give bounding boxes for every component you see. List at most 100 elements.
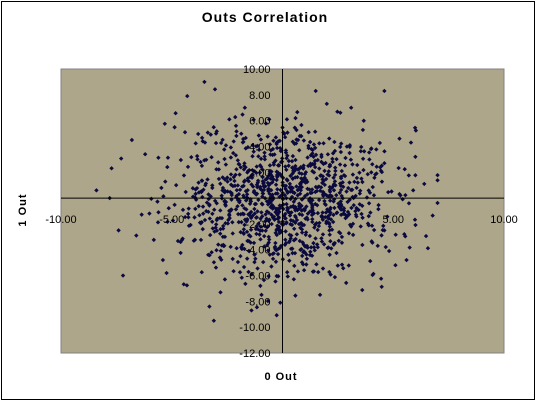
scatter-point xyxy=(300,240,305,245)
scatter-point xyxy=(236,161,241,167)
scatter-point xyxy=(227,213,232,218)
scatter-point xyxy=(430,213,435,218)
scatter-point xyxy=(202,158,207,163)
scatter-point xyxy=(329,193,334,199)
scatter-point xyxy=(313,152,319,158)
scatter-point xyxy=(294,137,299,142)
scatter-point xyxy=(269,264,274,269)
scatter-point xyxy=(246,248,252,254)
scatter-point xyxy=(314,188,320,194)
tick-labels: -10.00 -5.00 5.00 10.00 10.00 8.00 6.00 4.00 2.0… xyxy=(45,64,517,360)
scatter-point xyxy=(244,256,250,261)
scatter-point xyxy=(290,153,296,159)
scatter-point xyxy=(241,211,247,217)
scatter-point xyxy=(354,175,360,181)
scatter-point xyxy=(312,145,318,151)
scatter-point xyxy=(413,154,418,159)
scatter-point xyxy=(313,189,318,195)
scatter-point xyxy=(412,125,418,131)
scatter-point xyxy=(393,263,398,268)
scatter-point xyxy=(234,245,239,251)
scatter-point xyxy=(284,270,290,275)
scatter-point xyxy=(220,234,226,239)
scatter-point xyxy=(313,201,318,207)
scatter-point xyxy=(403,192,408,198)
y-tick-label: -2.00 xyxy=(245,219,270,231)
scatter-point xyxy=(304,204,309,209)
scatter-point xyxy=(204,208,209,214)
scatter-point xyxy=(338,202,344,207)
scatter-point xyxy=(242,222,247,228)
scatter-point xyxy=(209,219,215,225)
scatter-point xyxy=(311,240,316,246)
scatter-point xyxy=(319,213,324,219)
scatter-point xyxy=(297,211,302,217)
scatter-point xyxy=(221,242,226,248)
scatter-point xyxy=(361,167,366,173)
scatter-point xyxy=(317,166,322,171)
scatter-point xyxy=(275,187,280,192)
scatter-point xyxy=(261,277,267,283)
scatter-point xyxy=(198,159,203,165)
scatter-point xyxy=(285,177,290,183)
scatter-point xyxy=(234,129,239,134)
scatter-point xyxy=(237,172,242,177)
scatter-point xyxy=(252,201,258,207)
scatter-point xyxy=(360,127,366,133)
scatter-point xyxy=(213,140,219,146)
scatter-point xyxy=(252,252,257,257)
scatter-point xyxy=(347,144,352,150)
scatter-point xyxy=(252,206,257,212)
scatter-point xyxy=(239,275,244,280)
scatter-point xyxy=(299,208,304,213)
scatter-point xyxy=(276,219,282,225)
scatter-point xyxy=(246,269,251,275)
scatter-point xyxy=(155,199,160,204)
scatter-point xyxy=(297,204,302,209)
scatter-point xyxy=(247,201,253,206)
x-tick-label: 5.00 xyxy=(383,214,404,226)
scatter-point xyxy=(273,135,279,140)
y-tick-label: 6.00 xyxy=(249,116,270,128)
scatter-point xyxy=(252,211,257,216)
scatter-point xyxy=(406,201,412,206)
scatter-point xyxy=(243,198,249,203)
scatter-point xyxy=(199,163,205,169)
scatter-point xyxy=(320,214,325,220)
scatter-point xyxy=(346,212,352,217)
scatter-point xyxy=(254,192,259,197)
scatter-point xyxy=(334,156,339,162)
scatter-point xyxy=(207,216,212,221)
scatter-point xyxy=(268,204,273,210)
scatter-point xyxy=(322,198,327,204)
scatter-point xyxy=(278,300,283,305)
scatter-point xyxy=(261,184,266,189)
scatter-point xyxy=(353,208,358,214)
scatter-point xyxy=(238,253,243,259)
scatter-point xyxy=(147,211,152,216)
scatter-point xyxy=(178,250,183,256)
scatter-point xyxy=(304,243,310,249)
scatter-point xyxy=(332,139,337,145)
scatter-point xyxy=(200,226,205,232)
scatter-point xyxy=(266,273,271,279)
scatter-point xyxy=(216,176,222,182)
scatter-point xyxy=(422,181,427,187)
scatter-point xyxy=(404,257,409,263)
scatter-point xyxy=(267,142,273,147)
scatter-point xyxy=(237,198,242,203)
scatter-point xyxy=(367,150,372,155)
scatter-point xyxy=(311,162,317,167)
scatter-point xyxy=(283,148,289,153)
scatter-point xyxy=(338,199,343,204)
scatter-point xyxy=(292,190,297,196)
scatter-point xyxy=(245,144,251,150)
scatter-point xyxy=(226,217,231,223)
scatter-point xyxy=(283,229,288,234)
scatter-point xyxy=(290,250,295,256)
scatter-point xyxy=(346,185,351,191)
scatter-point xyxy=(258,237,263,242)
scatter-point xyxy=(355,162,360,168)
scatter-point xyxy=(315,210,321,216)
scatter-point xyxy=(341,173,347,178)
